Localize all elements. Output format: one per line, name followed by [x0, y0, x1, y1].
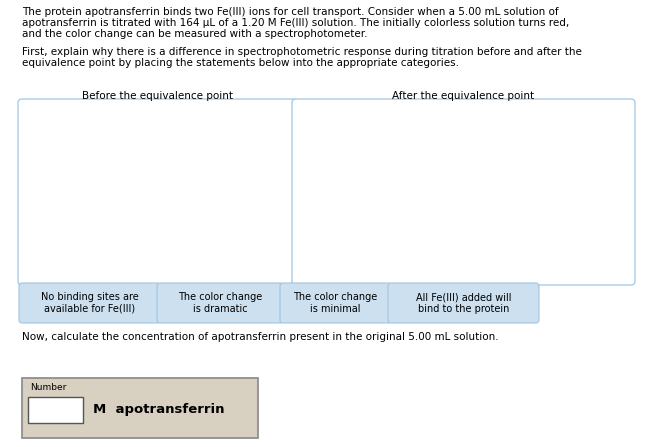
FancyBboxPatch shape: [388, 283, 539, 323]
FancyBboxPatch shape: [28, 397, 83, 423]
FancyBboxPatch shape: [22, 378, 258, 438]
Text: The protein apotransferrin binds two Fe(III) ions for cell transport. Consider w: The protein apotransferrin binds two Fe(…: [22, 7, 559, 17]
Text: No binding sites are
available for Fe(III): No binding sites are available for Fe(II…: [41, 292, 138, 314]
Text: Number: Number: [30, 383, 66, 392]
Text: M  apotransferrin: M apotransferrin: [93, 404, 225, 417]
Text: All Fe(III) added will
bind to the protein: All Fe(III) added will bind to the prote…: [416, 292, 511, 314]
Text: Before the equivalence point: Before the equivalence point: [82, 91, 232, 101]
Text: The color change
is minimal: The color change is minimal: [293, 292, 378, 314]
Text: First, explain why there is a difference in spectrophotometric response during t: First, explain why there is a difference…: [22, 47, 582, 57]
FancyBboxPatch shape: [292, 99, 635, 285]
FancyBboxPatch shape: [280, 283, 391, 323]
Text: equivalence point by placing the statements below into the appropriate categorie: equivalence point by placing the stateme…: [22, 58, 459, 68]
FancyBboxPatch shape: [19, 283, 160, 323]
FancyBboxPatch shape: [18, 99, 297, 285]
Text: After the equivalence point: After the equivalence point: [392, 91, 534, 101]
Text: The color change
is dramatic: The color change is dramatic: [178, 292, 262, 314]
Text: Now, calculate the concentration of apotransferrin present in the original 5.00 : Now, calculate the concentration of apot…: [22, 332, 498, 342]
FancyBboxPatch shape: [157, 283, 283, 323]
Text: apotransferrin is titrated with 164 μL of a 1.20 M Fe(III) solution. The initial: apotransferrin is titrated with 164 μL o…: [22, 18, 569, 28]
Text: and the color change can be measured with a spectrophotometer.: and the color change can be measured wit…: [22, 29, 367, 39]
